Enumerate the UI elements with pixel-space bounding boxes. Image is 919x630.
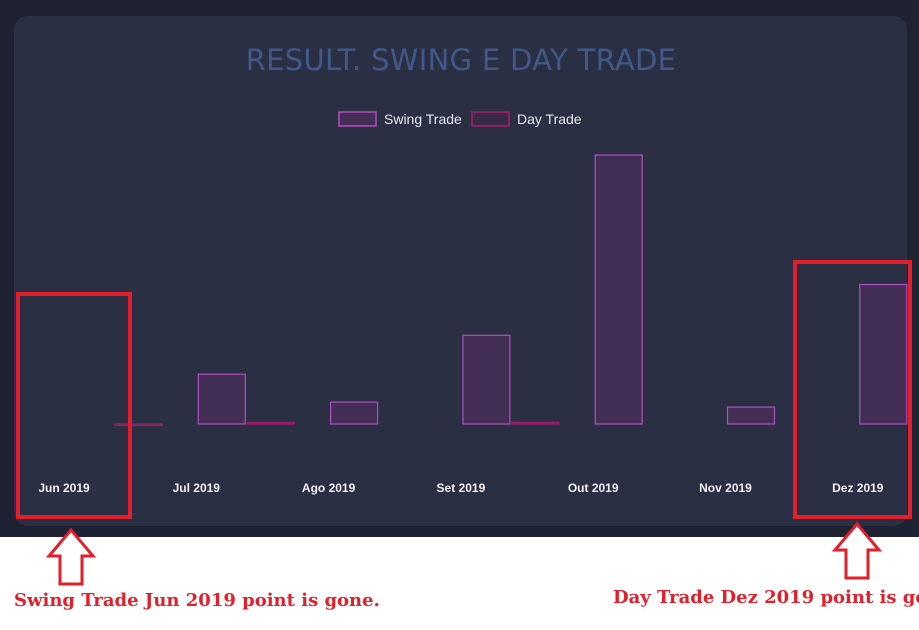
legend: Swing Trade Day Trade	[338, 111, 582, 127]
annotation-right-note: Day Trade Dez 2019 point is gone	[613, 587, 919, 608]
x-tick-label: Set 2019	[437, 481, 486, 495]
bar-day-trade-1	[246, 421, 295, 425]
highlight-box-jun	[16, 292, 132, 519]
bar-swing-trade-6	[859, 283, 908, 425]
bar-swing-trade-4	[594, 154, 643, 425]
chart-title: RESULT. SWING E DAY TRADE	[245, 43, 677, 77]
bar-day-trade-3	[511, 421, 560, 425]
bar-swing-trade-1	[197, 373, 246, 425]
x-tick-label: Out 2019	[568, 481, 619, 495]
legend-swatch	[471, 111, 510, 127]
x-tick-label: Nov 2019	[699, 481, 752, 495]
legend-swatch	[338, 111, 377, 127]
x-tick-label: Ago 2019	[302, 481, 356, 495]
legend-label: Swing Trade	[384, 111, 462, 127]
highlight-box-dez	[793, 260, 912, 519]
chart-card	[14, 16, 907, 526]
x-axis-ticks: Jun 2019 Jul 2019 Ago 2019 Set 2019 Out 2019…	[38, 481, 883, 495]
arrow-up-icon	[831, 521, 883, 580]
legend-label: Day Trade	[517, 111, 582, 127]
x-tick-label: Jul 2019	[173, 481, 221, 495]
x-tick-label: Jun 2019	[38, 481, 90, 495]
x-tick-label: Dez 2019	[832, 481, 884, 495]
bar-swing-trade-5	[726, 406, 776, 425]
arrow-up-icon	[45, 527, 97, 586]
bar-swing-trade-2	[330, 401, 379, 425]
bar-swing-trade-3	[462, 334, 511, 425]
annotation-left-note: Swing Trade Jun 2019 point is gone.	[14, 590, 380, 611]
bars	[114, 154, 908, 427]
bar-day-trade-0	[114, 423, 163, 427]
